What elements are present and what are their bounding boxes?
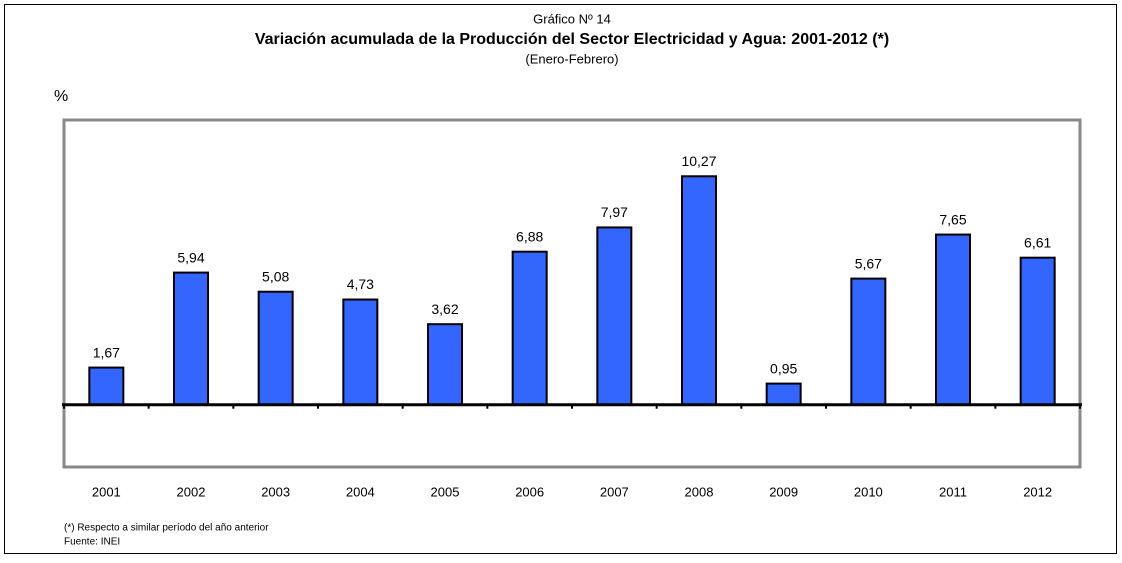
data-label: 5,67: [855, 255, 882, 271]
data-label: 7,97: [601, 204, 628, 220]
bar: [935, 233, 971, 406]
x-tick-label: 2004: [346, 484, 375, 499]
plot-frame: [62, 118, 1082, 469]
x-tick-label: 2007: [600, 484, 629, 499]
bar: [427, 323, 463, 406]
bar: [596, 226, 633, 406]
chart-title: Variación acumulada de la Producción del…: [255, 31, 889, 48]
data-label: 10,27: [681, 153, 716, 169]
data-label: 3,62: [431, 301, 458, 317]
data-label: 5,94: [177, 249, 204, 265]
y-axis-label: %: [54, 88, 68, 105]
x-tick-label: 2009: [769, 484, 798, 499]
data-label: 5,08: [262, 268, 289, 284]
bar: [342, 298, 379, 406]
outer-border: [4, 4, 1117, 554]
data-label: 1,67: [93, 344, 120, 360]
bar: [511, 250, 548, 406]
x-tick-label: 2008: [685, 484, 714, 499]
bar: [257, 290, 294, 406]
data-label: 4,73: [347, 276, 374, 292]
footnote: (*) Respecto a similar período del año a…: [64, 523, 269, 534]
x-tick-label: 2001: [92, 484, 121, 499]
data-label: 6,88: [516, 228, 543, 244]
bar: [88, 366, 125, 406]
chart-subtitle: (Enero-Febrero): [525, 51, 618, 66]
x-tick-label: 2002: [177, 484, 206, 499]
x-tick-label: 2012: [1023, 484, 1052, 499]
bar: [850, 277, 887, 406]
bar: [681, 175, 717, 406]
x-tick-label: 2006: [515, 484, 544, 499]
bar: [1019, 256, 1056, 406]
bar: [173, 271, 209, 406]
x-tick-label: 2010: [854, 484, 883, 499]
x-tick-label: 2003: [261, 484, 290, 499]
x-tick-label: 2005: [431, 484, 460, 499]
data-label: 7,65: [939, 211, 966, 227]
x-tick-label: 2011: [939, 484, 967, 499]
chart-number: Gráfico Nº 14: [533, 11, 611, 26]
data-label: 6,61: [1024, 234, 1051, 250]
source: Fuente: INEI: [64, 537, 120, 548]
data-label: 0,95: [770, 360, 797, 376]
bar: [765, 382, 802, 406]
